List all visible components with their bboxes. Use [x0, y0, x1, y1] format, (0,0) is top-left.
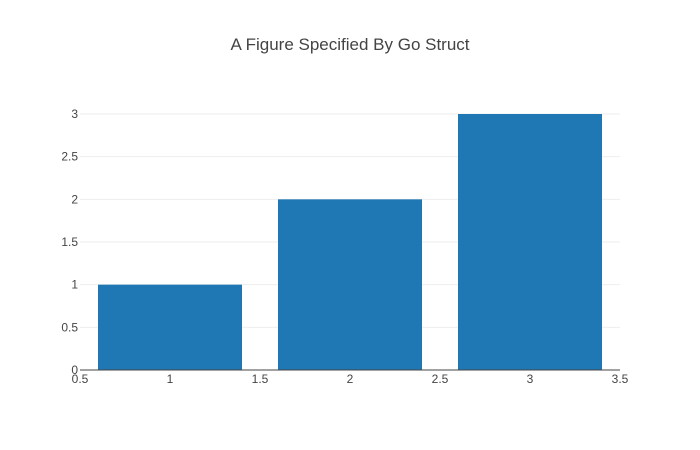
- x-tick-label: 2: [347, 372, 354, 386]
- y-tick-label: 2.5: [61, 150, 78, 164]
- x-tick-label: 1: [167, 372, 174, 386]
- x-axis-ticks: 0.5 1 1.5 2 2.5 3 3.5: [72, 372, 629, 386]
- bars: [98, 114, 602, 370]
- bar[interactable]: [458, 114, 602, 370]
- x-tick-label: 0.5: [72, 372, 89, 386]
- y-tick-label: 1: [71, 278, 78, 292]
- y-axis-ticks: 0 0.5 1 1.5 2 2.5 3: [61, 107, 78, 377]
- y-tick-label: 2: [71, 192, 78, 206]
- y-tick-label: 1.5: [61, 235, 78, 249]
- y-tick-label: 0.5: [61, 320, 78, 334]
- y-tick-label: 0: [71, 363, 78, 377]
- x-tick-label: 2.5: [432, 372, 449, 386]
- bar[interactable]: [98, 284, 242, 370]
- x-tick-label: 3.5: [612, 372, 629, 386]
- x-tick-label: 3: [527, 372, 534, 386]
- chart-title: A Figure Specified By Go Struct: [230, 35, 469, 54]
- y-tick-label: 3: [71, 107, 78, 121]
- bar[interactable]: [278, 199, 422, 370]
- x-tick-label: 1.5: [252, 372, 269, 386]
